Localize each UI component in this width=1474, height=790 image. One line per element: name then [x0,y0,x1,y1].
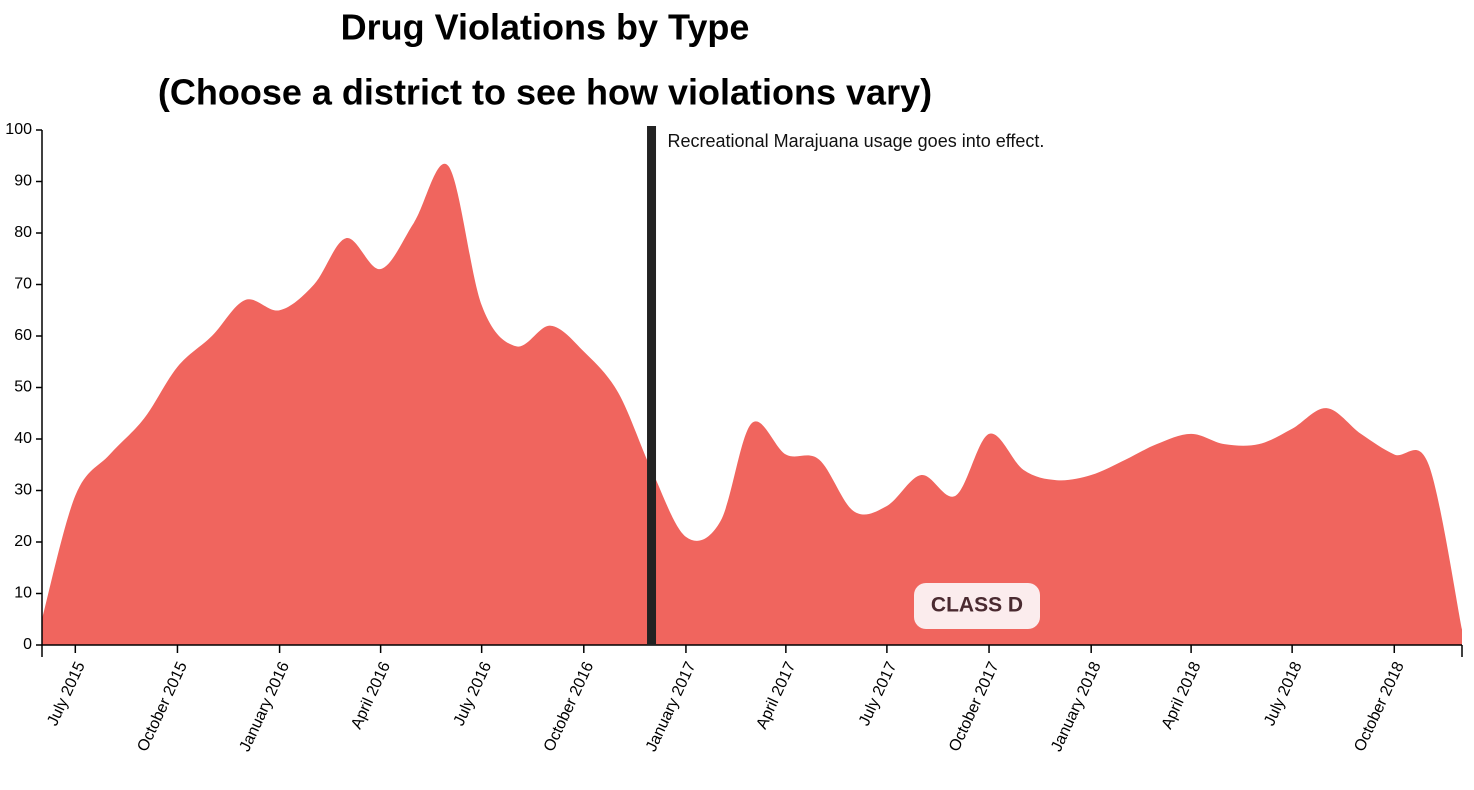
y-tick-label: 50 [14,379,32,396]
x-tick-label: January 2017 [643,659,699,754]
y-tick-label: 60 [14,327,32,344]
x-tick-label: January 2018 [1048,659,1104,754]
x-tick-label: October 2016 [541,659,597,754]
y-tick-label: 40 [14,430,32,447]
x-tick-label: October 2015 [135,659,191,754]
annotation-text: Recreational Marajuana usage goes into e… [668,131,1045,151]
y-tick-label: 90 [14,173,32,190]
x-tick-label: July 2016 [451,659,495,728]
y-tick-label: 70 [14,276,32,293]
x-tick-label: October 2018 [1351,659,1407,754]
y-tick-label: 10 [14,585,32,602]
y-tick-label: 0 [23,636,32,653]
x-tick-label: April 2016 [348,659,394,732]
chart-subtitle: (Choose a district to see how violations… [158,72,932,113]
x-tick-label: July 2017 [856,659,900,728]
y-tick-label: 30 [14,482,32,499]
series-label: CLASS D [914,583,1040,629]
y-tick-label: 80 [14,224,32,241]
x-tick-label: April 2017 [753,659,799,732]
x-tick-label: October 2017 [946,659,1002,754]
series-label-text: CLASS D [931,594,1023,617]
y-tick-label: 20 [14,533,32,550]
x-tick-label: January 2016 [237,659,293,754]
y-tick-label: 100 [5,121,32,138]
area [42,163,1462,645]
x-tick-label: April 2018 [1159,659,1205,732]
chart-title: Drug Violations by Type [341,7,750,48]
x-tick-label: July 2015 [44,659,88,728]
series-label-box [914,583,1040,629]
x-tick-label: July 2018 [1261,659,1305,728]
